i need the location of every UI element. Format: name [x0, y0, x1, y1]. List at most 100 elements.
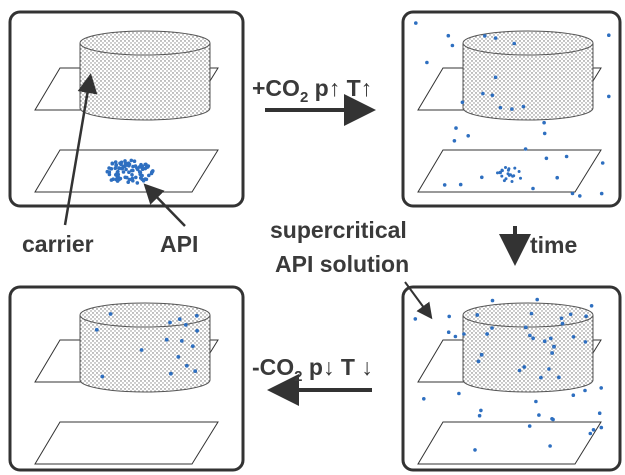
- particle: [518, 369, 522, 373]
- particle: [451, 44, 455, 48]
- particle: [447, 34, 451, 38]
- particle: [480, 353, 484, 357]
- particle: [461, 101, 465, 105]
- particle: [545, 157, 549, 161]
- particle: [195, 329, 199, 333]
- particle: [550, 351, 554, 355]
- particle: [542, 121, 546, 125]
- particle: [607, 33, 611, 37]
- particle: [459, 183, 463, 187]
- particle: [513, 167, 516, 170]
- particle: [475, 313, 479, 317]
- particle: [490, 326, 494, 330]
- particle: [100, 375, 104, 379]
- particle: [140, 164, 144, 168]
- particle: [107, 166, 111, 170]
- particle: [184, 323, 188, 327]
- particle: [569, 313, 573, 317]
- particle: [414, 21, 418, 25]
- particle: [483, 34, 487, 38]
- particle: [466, 134, 470, 138]
- particle: [425, 61, 429, 65]
- particle: [598, 411, 602, 415]
- particle: [555, 176, 559, 180]
- particle: [584, 314, 588, 318]
- particle: [180, 339, 184, 343]
- particle: [584, 340, 588, 344]
- particle: [457, 392, 461, 396]
- particle: [130, 159, 134, 163]
- particle: [480, 176, 484, 180]
- particle: [116, 171, 120, 175]
- particle: [109, 312, 113, 316]
- particle: [531, 336, 535, 340]
- particle: [522, 105, 526, 109]
- particle: [414, 317, 418, 321]
- particle: [485, 332, 489, 336]
- particle: [195, 314, 199, 318]
- particle: [528, 334, 532, 338]
- particle: [505, 177, 508, 180]
- particle: [454, 126, 458, 130]
- particle: [550, 417, 554, 421]
- particle: [193, 369, 197, 373]
- particle: [572, 335, 576, 339]
- particle: [124, 168, 128, 172]
- particle: [557, 376, 561, 380]
- particle: [136, 168, 140, 172]
- particle: [511, 180, 514, 183]
- particle: [599, 386, 603, 390]
- particle: [481, 92, 485, 96]
- particle: [504, 166, 507, 169]
- particle: [140, 178, 144, 182]
- particle: [120, 161, 124, 165]
- particle: [121, 167, 125, 171]
- particle: [512, 42, 516, 46]
- particle: [169, 372, 173, 376]
- particle: [491, 94, 495, 98]
- particle: [134, 176, 138, 180]
- particle: [578, 194, 582, 198]
- particle: [114, 160, 118, 164]
- particle: [534, 400, 538, 404]
- diagram: +CO2 p↑ T↑ time -CO2 p↓ T ↓ carrier API …: [0, 0, 625, 475]
- particle: [543, 339, 547, 343]
- particle: [572, 393, 576, 397]
- particle: [524, 147, 528, 151]
- particle: [114, 167, 118, 171]
- particle: [110, 178, 114, 182]
- particle: [151, 169, 155, 173]
- particle: [477, 360, 481, 364]
- step-label: -CO2 p↓ T ↓: [252, 354, 373, 385]
- particle: [571, 192, 575, 196]
- particle: [130, 169, 134, 173]
- particle: [510, 107, 514, 111]
- particle: [530, 312, 534, 316]
- particle: [498, 171, 502, 175]
- particle: [543, 132, 547, 136]
- label: API: [160, 231, 198, 257]
- particle: [499, 106, 503, 110]
- particle: [479, 409, 483, 413]
- particle: [600, 192, 604, 196]
- particle: [122, 170, 126, 174]
- particle: [500, 175, 503, 178]
- particle: [590, 304, 594, 308]
- particle: [147, 174, 151, 178]
- particle: [133, 159, 137, 163]
- particle: [528, 424, 532, 428]
- particle: [447, 330, 451, 334]
- particle: [524, 326, 528, 330]
- particle: [549, 337, 553, 341]
- particle: [548, 444, 552, 448]
- particle: [539, 376, 543, 380]
- label: carrier: [22, 231, 94, 257]
- step-label: +CO2 p↑ T↑: [252, 75, 372, 106]
- particle: [454, 335, 458, 339]
- particle: [494, 76, 498, 80]
- particle: [111, 162, 115, 166]
- particle: [139, 171, 143, 175]
- particle: [561, 322, 565, 326]
- particle: [136, 181, 140, 185]
- particle: [447, 315, 451, 319]
